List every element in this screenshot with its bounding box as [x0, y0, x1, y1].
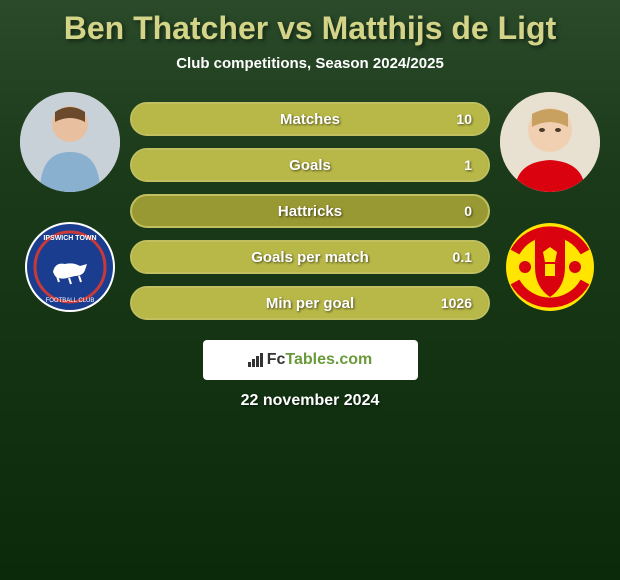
- player-right-avatar: [500, 92, 600, 192]
- stat-label: Goals per match: [251, 249, 369, 266]
- player-left-avatar: [20, 92, 120, 192]
- avatar-placeholder-icon: [500, 92, 600, 192]
- svg-text:FOOTBALL CLUB: FOOTBALL CLUB: [46, 298, 95, 304]
- stat-value-right: 0: [464, 203, 472, 219]
- avatar-placeholder-icon: [20, 92, 120, 192]
- stat-label: Min per goal: [266, 295, 354, 312]
- stat-value-right: 10: [456, 111, 472, 127]
- stat-row-goals-per-match: Goals per match 0.1: [130, 240, 490, 274]
- stat-row-min-per-goal: Min per goal 1026: [130, 286, 490, 320]
- stat-value-right: 1026: [441, 295, 472, 311]
- stat-row-hattricks: Hattricks 0: [130, 194, 490, 228]
- stat-label: Goals: [289, 157, 331, 174]
- brand-text: FcTables.com: [267, 351, 373, 369]
- player-left-column: IPSWICH TOWN FOOTBALL CLUB: [20, 92, 120, 312]
- ipswich-town-crest-icon: IPSWICH TOWN FOOTBALL CLUB: [25, 222, 115, 312]
- club-left-badge: IPSWICH TOWN FOOTBALL CLUB: [25, 222, 115, 312]
- player-right-column: [500, 92, 600, 312]
- comparison-card: Ben Thatcher vs Matthijs de Ligt Club co…: [0, 0, 620, 420]
- stat-row-matches: Matches 10: [130, 102, 490, 136]
- stat-label: Matches: [280, 111, 340, 128]
- manchester-united-crest-icon: [505, 222, 595, 312]
- stat-label: Hattricks: [278, 203, 342, 220]
- club-right-badge: [505, 222, 595, 312]
- brand-footer[interactable]: FcTables.com: [203, 340, 418, 380]
- stats-column: Matches 10 Goals 1 Hattricks 0 Goals per…: [130, 92, 490, 320]
- main-area: IPSWICH TOWN FOOTBALL CLUB Matches 10 Go…: [0, 92, 620, 320]
- stat-row-goals: Goals 1: [130, 148, 490, 182]
- date-text: 22 november 2024: [0, 392, 620, 410]
- chart-icon: [248, 353, 263, 367]
- svg-text:IPSWICH TOWN: IPSWICH TOWN: [43, 235, 96, 242]
- subtitle: Club competitions, Season 2024/2025: [0, 55, 620, 72]
- stat-value-right: 1: [464, 157, 472, 173]
- page-title: Ben Thatcher vs Matthijs de Ligt: [0, 10, 620, 47]
- stat-value-right: 0.1: [453, 249, 472, 265]
